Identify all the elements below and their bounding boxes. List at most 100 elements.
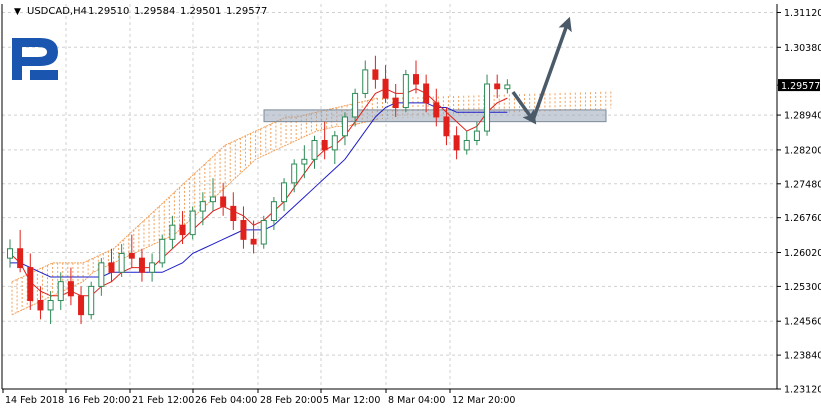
candle-body: [341, 116, 348, 137]
candle-body: [17, 248, 24, 269]
candle-body: [57, 281, 64, 302]
y-tick-label: 1.28200: [784, 145, 821, 156]
current-price-label: 1.29577: [781, 81, 820, 92]
current-price-badge: [778, 79, 820, 92]
candle: [291, 159, 298, 193]
candle: [27, 253, 34, 310]
forecast-arrows: [511, 16, 572, 125]
candle: [453, 126, 460, 160]
candle: [57, 272, 64, 310]
candle-body: [372, 69, 379, 80]
candle: [443, 107, 450, 146]
candle-body: [362, 69, 369, 94]
candle: [352, 88, 359, 127]
candle-body: [108, 262, 115, 273]
candle-body: [301, 158, 308, 165]
candle-body: [37, 300, 44, 311]
candle: [504, 79, 511, 94]
candle: [88, 281, 95, 320]
rbc-logo-icon: [12, 38, 58, 80]
candle-body: [159, 238, 166, 264]
candle-body: [352, 92, 359, 118]
y-tick-label: 1.23840: [784, 351, 821, 362]
candle: [423, 74, 430, 113]
kijun-sen: [10, 102, 508, 278]
candle-body: [67, 281, 74, 297]
y-tick-label: 1.31120: [784, 8, 821, 19]
axes: 1.31120 1.30380 1.29577 1.28940 1.28200 1.274…: [1, 4, 821, 406]
candle: [413, 60, 419, 94]
candle-body: [402, 74, 409, 109]
candle-body: [128, 252, 135, 259]
candle-body: [199, 201, 206, 212]
y-tick-label: 1.25300: [784, 282, 821, 293]
candle: [362, 60, 369, 99]
candle: [37, 286, 44, 320]
candle-body: [392, 97, 399, 109]
grid: [2, 4, 777, 390]
forecast-arrow-up: [531, 16, 572, 121]
candle-body: [7, 248, 13, 259]
x-tick-label: 26 Feb 04:00: [195, 395, 257, 406]
candle: [179, 211, 186, 245]
candle: [108, 248, 115, 282]
candle-body: [210, 196, 216, 203]
candle-body: [98, 262, 105, 287]
candle-body: [169, 224, 176, 240]
candle: [494, 74, 501, 99]
candle: [331, 131, 338, 165]
candle: [433, 88, 440, 127]
candle-body: [473, 130, 480, 141]
candle-body: [250, 238, 257, 245]
candle: [463, 131, 470, 155]
header-arrow[interactable]: ▼: [14, 7, 21, 17]
x-tick-label: 5 Mar 12:00: [323, 395, 380, 406]
candle: [47, 291, 54, 325]
candle: [311, 135, 318, 169]
y-tick-label: 1.27480: [784, 179, 821, 190]
candle-body: [382, 78, 389, 99]
candle-body: [27, 267, 34, 302]
candle-body: [413, 74, 419, 85]
candle-body: [494, 83, 501, 90]
candle-body: [149, 262, 156, 273]
candle-body: [118, 252, 125, 273]
candle-body: [423, 83, 430, 104]
candle: [220, 182, 227, 216]
candle: [128, 234, 135, 268]
candle: [159, 234, 166, 268]
y-tick-label: 1.28940: [784, 111, 821, 122]
candle: [189, 206, 196, 240]
candle-body: [281, 182, 288, 203]
candle-body: [321, 139, 328, 151]
candle-body: [484, 83, 491, 132]
candle-body: [189, 210, 196, 236]
candle-body: [220, 196, 227, 207]
candle-body: [88, 285, 95, 316]
candle: [402, 69, 409, 113]
candle: [149, 253, 156, 282]
candle-body: [453, 135, 460, 151]
candle-body: [230, 205, 237, 222]
x-tick-label: 16 Feb 20:00: [68, 395, 130, 406]
open-value: 1.29510: [88, 6, 129, 17]
candle: [270, 196, 277, 230]
candle: [17, 229, 24, 273]
close-value: 1.29577: [226, 6, 267, 17]
y-tick-label: 1.23120: [784, 385, 821, 396]
candle: [67, 267, 74, 306]
candle-body: [240, 220, 247, 240]
candle-body: [138, 257, 145, 273]
forecast-arrow-down: [511, 90, 537, 125]
candle: [210, 178, 216, 212]
candle: [372, 55, 379, 89]
candles: [7, 55, 511, 325]
kijun-line: [10, 102, 508, 278]
candle-body: [443, 116, 450, 137]
candle: [98, 258, 105, 296]
candle-body: [47, 300, 54, 311]
candle: [260, 215, 267, 249]
candle: [118, 244, 125, 277]
